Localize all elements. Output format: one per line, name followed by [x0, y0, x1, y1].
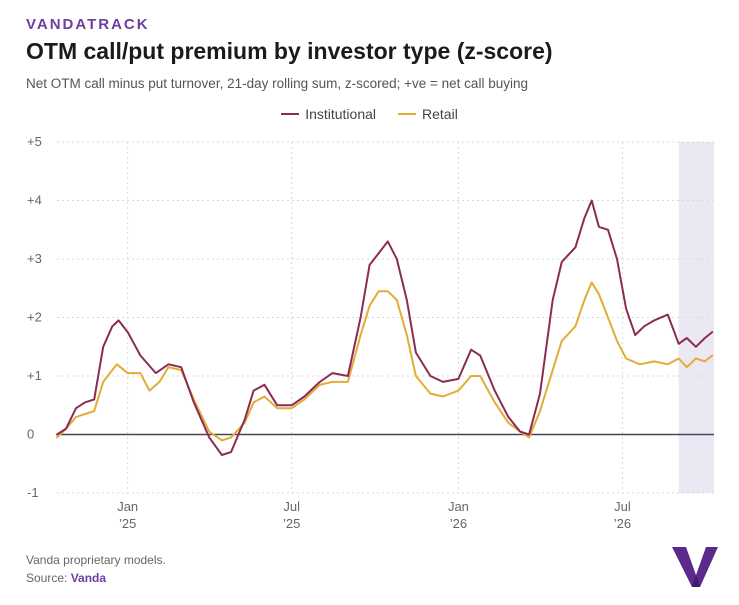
chart-title: OTM call/put premium by investor type (z…: [26, 38, 553, 64]
legend-label-retail: Retail: [422, 106, 458, 122]
footnote: Vanda proprietary models.: [26, 553, 166, 567]
x-tick-label-month: Jan: [117, 499, 138, 514]
y-tick-label: +5: [27, 134, 42, 149]
brand-name: VANDATRACK: [26, 16, 150, 33]
legend-label-institutional: Institutional: [305, 106, 377, 122]
y-tick-label: +2: [27, 310, 42, 325]
x-tick-label-month: Jul: [283, 499, 300, 514]
x-tick-label-month: Jan: [448, 499, 469, 514]
y-tick-label: +4: [27, 193, 42, 208]
series-line-institutional: [56, 199, 714, 456]
x-tick-label-month: Jul: [614, 499, 631, 514]
legend-item-retail: Retail: [398, 106, 458, 122]
y-tick-label: -1: [27, 485, 39, 500]
vanda-logo-icon: [672, 547, 718, 587]
x-tick-label-year: ’26: [450, 516, 467, 531]
source-label: Source:: [26, 571, 68, 585]
x-tick-label-year: ’25: [283, 516, 300, 531]
legend-swatch-retail: [398, 113, 417, 115]
legend-swatch-institutional: [281, 113, 300, 115]
y-tick-label: +3: [27, 251, 42, 266]
source-line: Source: Vanda: [26, 571, 106, 585]
y-tick-label: +1: [27, 368, 42, 383]
y-tick-label: 0: [27, 427, 34, 442]
source-name: Vanda: [70, 571, 107, 585]
legend-item-institutional: Institutional: [281, 106, 376, 122]
chart-subtitle: Net OTM call minus put turnover, 21-day …: [26, 76, 528, 91]
x-tick-label-year: ’25: [119, 516, 136, 531]
x-tick-label-year: ’26: [614, 516, 631, 531]
series-line-retail: [56, 281, 714, 442]
chart-legend: Institutional Retail: [0, 106, 739, 122]
